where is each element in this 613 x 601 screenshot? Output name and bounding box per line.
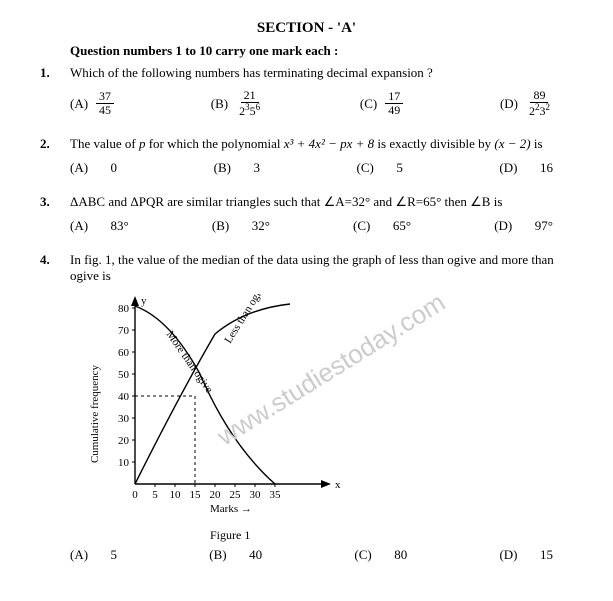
qnum-2: 2. bbox=[40, 136, 70, 176]
svg-text:25: 25 bbox=[230, 489, 242, 501]
question-3: 3. ΔABC and ΔPQR are similar triangles s… bbox=[40, 194, 573, 234]
svg-text:5: 5 bbox=[152, 489, 158, 501]
svg-text:0: 0 bbox=[132, 489, 138, 501]
svg-text:x: x bbox=[335, 479, 341, 491]
instruction: Question numbers 1 to 10 carry one mark … bbox=[70, 43, 573, 59]
opt-val: 97° bbox=[535, 218, 553, 234]
opt-label: (D) bbox=[499, 160, 517, 176]
opt-label: (B) bbox=[212, 218, 229, 234]
opt-val: 65° bbox=[393, 218, 411, 234]
opt-val: 16 bbox=[540, 160, 553, 176]
svg-text:60: 60 bbox=[118, 347, 130, 359]
ogive-svg: 10 20 30 40 50 60 70 80 0 5 10 15 20 25 30 35 y x More tha… bbox=[80, 294, 400, 524]
opt-val: 5 bbox=[111, 547, 118, 563]
svg-text:20: 20 bbox=[210, 489, 222, 501]
opt-4b: (B) 40 bbox=[209, 547, 262, 563]
opt-label: (C) bbox=[353, 218, 370, 234]
svg-text:15: 15 bbox=[190, 489, 202, 501]
opt-2a: (A) 0 bbox=[70, 160, 117, 176]
svg-text:Less than ogive: Less than ogive bbox=[222, 294, 269, 346]
opt-label: (A) bbox=[70, 160, 88, 176]
opt-2c: (C) 5 bbox=[357, 160, 403, 176]
opt-4d: (D) 15 bbox=[499, 547, 553, 563]
question-2: 2. The value of p for which the polynomi… bbox=[40, 136, 573, 176]
opt-val: 5 bbox=[396, 160, 403, 176]
opt-1a: (A) 3745 bbox=[70, 89, 114, 118]
opt-label: (A) bbox=[70, 96, 88, 112]
svg-text:y: y bbox=[141, 295, 147, 307]
qtext-2: The value of p for which the polynomial … bbox=[70, 136, 573, 152]
opt-label: (B) bbox=[211, 96, 228, 112]
opt-4c: (C) 80 bbox=[354, 547, 407, 563]
frac-num: 37 bbox=[96, 90, 114, 104]
opt-label: (B) bbox=[209, 547, 226, 563]
opt-val: 0 bbox=[111, 160, 118, 176]
opt-1b: (B) 212356 bbox=[211, 89, 263, 118]
svg-text:Cumulative frequency: Cumulative frequency bbox=[89, 365, 101, 464]
opt-label: (C) bbox=[354, 547, 371, 563]
opt-label: (C) bbox=[360, 96, 377, 112]
frac-den: 45 bbox=[96, 104, 114, 117]
svg-text:30: 30 bbox=[250, 489, 262, 501]
frac-den: 2356 bbox=[236, 103, 263, 118]
qnum-1: 1. bbox=[40, 65, 70, 118]
ogive-chart: www.studiestoday.com 1020304050607080051… bbox=[80, 294, 573, 543]
opt-val: 83° bbox=[111, 218, 129, 234]
options-4: (A) 5 (B) 40 (C) 80 (D) 15 bbox=[70, 547, 573, 563]
options-2: (A) 0 (B) 3 (C) 5 (D) 16 bbox=[70, 160, 573, 176]
opt-3d: (D) 97° bbox=[494, 218, 553, 234]
qnum-4: 4. bbox=[40, 252, 70, 563]
opt-label: (C) bbox=[357, 160, 374, 176]
opt-val: 15 bbox=[540, 547, 553, 563]
opt-label: (D) bbox=[500, 96, 518, 112]
svg-text:40: 40 bbox=[118, 391, 130, 403]
qnum-3: 3. bbox=[40, 194, 70, 234]
svg-text:More than ogive: More than ogive bbox=[164, 329, 216, 396]
opt-3a: (A) 83° bbox=[70, 218, 129, 234]
opt-3b: (B) 32° bbox=[212, 218, 270, 234]
qtext-3: ΔABC and ΔPQR are similar triangles such… bbox=[70, 194, 573, 210]
opt-2b: (B) 3 bbox=[214, 160, 260, 176]
opt-label: (D) bbox=[499, 547, 517, 563]
opt-val: 80 bbox=[394, 547, 407, 563]
svg-text:Marks →: Marks → bbox=[210, 503, 252, 515]
qtext-4: In fig. 1, the value of the median of th… bbox=[70, 252, 573, 284]
opt-val: 40 bbox=[249, 547, 262, 563]
frac-num: 17 bbox=[385, 90, 403, 104]
svg-text:10: 10 bbox=[118, 457, 130, 469]
frac-den: 49 bbox=[385, 104, 403, 117]
question-4: 4. In fig. 1, the value of the median of… bbox=[40, 252, 573, 563]
opt-4a: (A) 5 bbox=[70, 547, 117, 563]
opt-label: (D) bbox=[494, 218, 512, 234]
opt-2d: (D) 16 bbox=[499, 160, 553, 176]
options-3: (A) 83° (B) 32° (C) 65° (D) 97° bbox=[70, 218, 573, 234]
svg-text:50: 50 bbox=[118, 369, 130, 381]
opt-label: (A) bbox=[70, 547, 88, 563]
svg-text:30: 30 bbox=[118, 413, 130, 425]
opt-val: 32° bbox=[252, 218, 270, 234]
qtext-1: Which of the following numbers has termi… bbox=[70, 65, 573, 81]
opt-3c: (C) 65° bbox=[353, 218, 411, 234]
svg-text:70: 70 bbox=[118, 325, 130, 337]
svg-text:20: 20 bbox=[118, 435, 130, 447]
svg-text:35: 35 bbox=[270, 489, 282, 501]
question-1: 1. Which of the following numbers has te… bbox=[40, 65, 573, 118]
svg-text:80: 80 bbox=[118, 303, 130, 315]
frac-num: 89 bbox=[530, 89, 548, 103]
opt-label: (B) bbox=[214, 160, 231, 176]
options-1: (A) 3745 (B) 212356 (C) 1749 (D) 892232 bbox=[70, 89, 573, 118]
opt-val: 3 bbox=[253, 160, 260, 176]
frac-num: 21 bbox=[241, 89, 259, 103]
svg-text:10: 10 bbox=[170, 489, 182, 501]
section-title: SECTION - 'A' bbox=[40, 20, 573, 37]
frac-den: 2232 bbox=[526, 103, 553, 118]
opt-1c: (C) 1749 bbox=[360, 89, 403, 118]
opt-label: (A) bbox=[70, 218, 88, 234]
figure-caption: Figure 1 bbox=[210, 528, 573, 543]
opt-1d: (D) 892232 bbox=[500, 89, 553, 118]
